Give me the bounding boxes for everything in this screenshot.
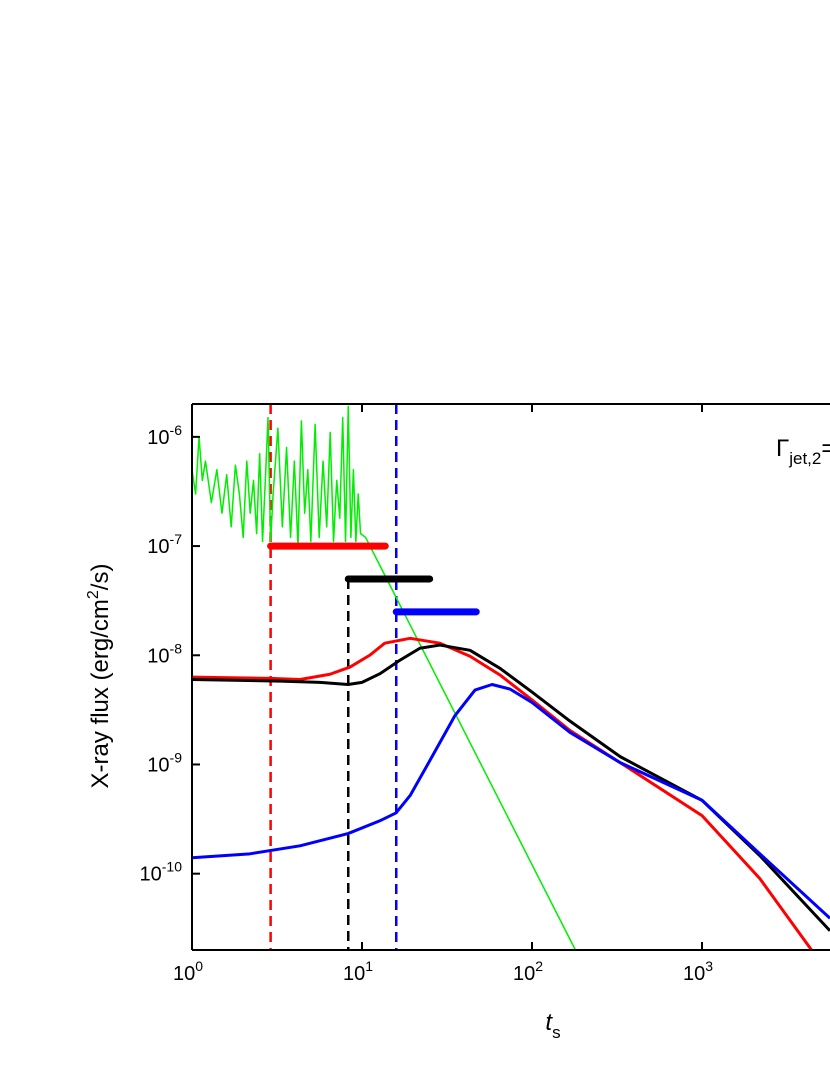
- annotation-main: Γ: [776, 435, 789, 462]
- tick-base: 10: [683, 963, 705, 985]
- tick-exponent: -10: [162, 859, 182, 875]
- x-axis-label: ts: [545, 1009, 560, 1042]
- x-label-main: t: [545, 1009, 553, 1036]
- y-tick-label: 10-6: [147, 422, 182, 449]
- y-tick-label: 10-7: [147, 531, 182, 558]
- annotation: Γjet,2=: [776, 435, 830, 468]
- tick-base: 10: [173, 963, 195, 985]
- annotation-sub: jet,2: [788, 449, 821, 468]
- tick-base: 10: [147, 427, 169, 449]
- y-label-end: /s): [87, 564, 114, 591]
- y-label-main: X-ray flux (erg/cm: [87, 599, 114, 788]
- series-line: [192, 683, 830, 920]
- tick-exponent: 2: [535, 958, 543, 974]
- tick-exponent: 0: [195, 958, 203, 974]
- annotation-end: =: [821, 435, 830, 462]
- plot-area: [192, 404, 830, 950]
- tick-exponent: 1: [365, 958, 373, 974]
- x-label-sub: s: [552, 1023, 561, 1042]
- tick-exponent: -7: [170, 531, 183, 547]
- tick-base: 10: [147, 645, 169, 667]
- y-axis-label: X-ray flux (erg/cm2/s): [85, 564, 114, 789]
- x-tick-label: 100: [173, 958, 203, 985]
- tick-exponent: -8: [170, 640, 183, 656]
- tick-exponent: -9: [170, 749, 183, 765]
- tick-base: 10: [343, 963, 365, 985]
- series-line: [192, 643, 830, 932]
- y-tick-label: 10-10: [140, 859, 183, 886]
- x-tick-label: 101: [343, 958, 373, 985]
- y-tick-label: 10-8: [147, 640, 182, 667]
- tick-exponent: -6: [170, 422, 183, 438]
- series-line: [192, 405, 577, 950]
- tick-exponent: 3: [705, 958, 713, 974]
- series-line: [192, 636, 814, 950]
- tick-base: 10: [147, 536, 169, 558]
- tick-base: 10: [140, 864, 162, 886]
- y-label-sup: 2: [85, 590, 102, 599]
- tick-base: 10: [147, 754, 169, 776]
- y-tick-label: 10-9: [147, 749, 182, 776]
- tick-base: 10: [513, 963, 535, 985]
- x-tick-label: 103: [683, 958, 713, 985]
- x-tick-label: 102: [513, 958, 543, 985]
